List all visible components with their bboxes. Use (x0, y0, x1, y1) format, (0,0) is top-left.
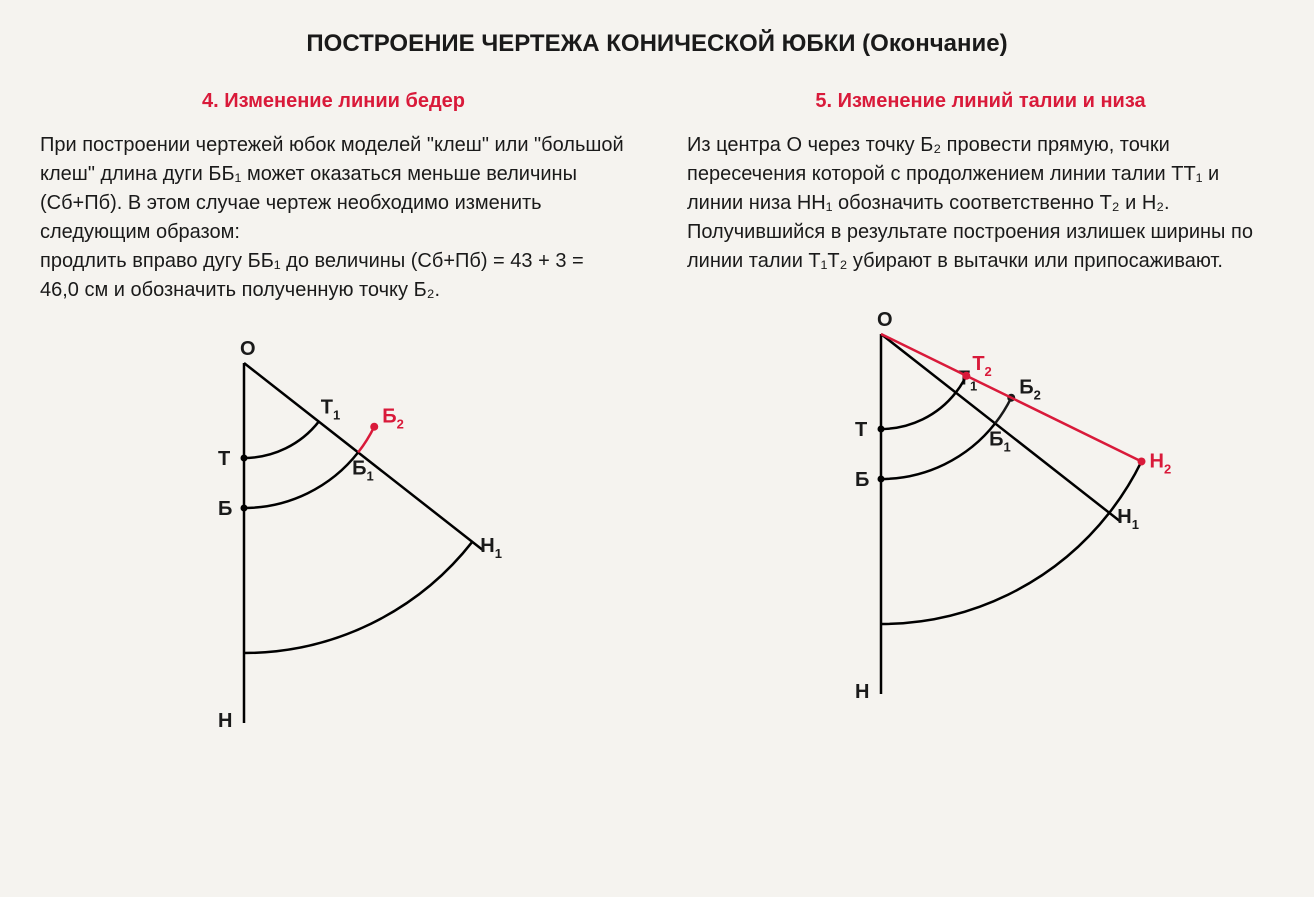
right-diagram: ТТ1ББ1Н1ОНБ2Т2Н2 (761, 304, 1201, 704)
svg-text:Н: Н (855, 681, 869, 703)
left-para-2: продлить вправо дугу ББ₁ до величины (Сб… (40, 247, 627, 305)
page-title: ПОСТРОЕНИЕ ЧЕРТЕЖА КОНИЧЕСКОЙ ЮБКИ (Окон… (40, 30, 1274, 58)
svg-text:Т: Т (855, 419, 867, 441)
svg-text:Б2: Б2 (382, 406, 404, 432)
right-column: 5. Изменение линий талии и низа Из центр… (687, 90, 1274, 733)
right-para-2: Получившийся в результате построения изл… (687, 218, 1274, 276)
left-column: 4. Изменение линии бедер При построении … (40, 90, 627, 733)
left-heading: 4. Изменение линии бедер (40, 90, 627, 113)
svg-text:Т1: Т1 (320, 397, 339, 423)
svg-text:Т2: Т2 (972, 353, 991, 379)
left-diagram-wrap: ТТ1ББ1Н1ОНБ2 (40, 333, 627, 733)
svg-text:Н1: Н1 (480, 535, 502, 561)
svg-text:О: О (240, 338, 256, 360)
content-columns: 4. Изменение линии бедер При построении … (40, 90, 1274, 733)
left-para-1: При построении чертежей юбок моделей "кл… (40, 131, 627, 247)
right-heading: 5. Изменение линий талии и низа (687, 90, 1274, 113)
svg-text:Н2: Н2 (1149, 450, 1171, 476)
svg-text:Н: Н (218, 710, 232, 732)
svg-text:Б: Б (218, 498, 232, 520)
right-para-1: Из центра О через точку Б₂ провести прям… (687, 131, 1274, 218)
right-body: Из центра О через точку Б₂ провести прям… (687, 131, 1274, 276)
svg-text:О: О (877, 309, 893, 331)
right-diagram-wrap: ТТ1ББ1Н1ОНБ2Т2Н2 (687, 304, 1274, 704)
svg-text:Т: Т (218, 448, 230, 470)
left-body: При построении чертежей юбок моделей "кл… (40, 131, 627, 305)
svg-text:Н1: Н1 (1117, 506, 1139, 532)
svg-text:Б2: Б2 (1019, 377, 1041, 403)
left-diagram: ТТ1ББ1Н1ОНБ2 (124, 333, 544, 733)
svg-text:Б: Б (855, 469, 869, 491)
